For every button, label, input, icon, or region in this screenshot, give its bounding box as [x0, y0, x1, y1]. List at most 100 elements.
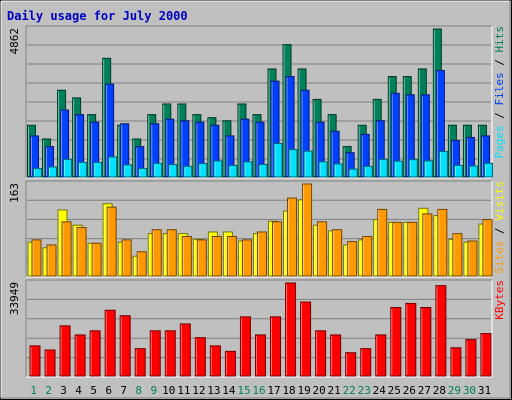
- legend-item-visits: Visits: [493, 181, 506, 221]
- day-label-11: 11: [177, 384, 190, 397]
- day-label-3: 3: [60, 384, 67, 397]
- bar-sites-day-24: [377, 208, 388, 277]
- bar-kbytes-day-11: [179, 323, 191, 377]
- y-max-label-visits: 163: [8, 183, 21, 203]
- day-label-16: 16: [252, 384, 265, 397]
- bar-kbytes-day-9: [149, 330, 161, 377]
- day-label-23: 23: [358, 384, 371, 397]
- day-label-17: 17: [267, 384, 280, 397]
- day-label-30: 30: [463, 384, 476, 397]
- bar-pages-day-23: [363, 165, 373, 178]
- bar-pages-day-24: [378, 158, 388, 178]
- bar-kbytes-day-8: [134, 348, 146, 377]
- bar-sites-day-17: [272, 221, 283, 277]
- bar-kbytes-day-2: [44, 349, 56, 377]
- bar-sites-day-29: [452, 233, 463, 277]
- day-label-8: 8: [135, 384, 142, 397]
- bar-sites-day-1: [31, 239, 42, 277]
- day-label-21: 21: [328, 384, 341, 397]
- day-label-14: 14: [222, 384, 236, 397]
- panel-kbytes: 33949 KBytes: [8, 279, 506, 378]
- bar-pages-day-1: [33, 167, 42, 178]
- bar-pages-day-22: [348, 168, 358, 178]
- bar-sites-day-12: [196, 239, 207, 277]
- bar-sites-day-7: [121, 239, 132, 277]
- bar-pages-day-30: [468, 165, 478, 178]
- day-label-9: 9: [150, 384, 157, 397]
- bar-pages-day-3: [63, 158, 73, 178]
- bar-pages-day-13: [213, 160, 223, 178]
- bar-pages-day-14: [228, 164, 238, 178]
- y-max-label-kbytes: 33949: [8, 282, 21, 315]
- day-label-20: 20: [313, 384, 326, 397]
- bar-sites-day-19: [302, 183, 313, 277]
- bar-pages-day-29: [453, 164, 463, 178]
- bar-pages-day-5: [93, 161, 103, 178]
- bar-sites-day-21: [332, 229, 343, 277]
- bar-sites-day-6: [106, 206, 117, 277]
- bar-sites-day-25: [392, 221, 403, 277]
- bar-kbytes-day-18: [285, 282, 297, 377]
- day-label-28: 28: [433, 384, 446, 397]
- day-label-1: 1: [30, 384, 37, 397]
- bar-kbytes-day-16: [254, 334, 266, 377]
- day-label-10: 10: [162, 384, 175, 397]
- day-label-26: 26: [403, 384, 416, 397]
- bar-pages-day-12: [198, 163, 208, 178]
- bar-pages-day-4: [78, 161, 88, 178]
- bar-kbytes-day-4: [74, 334, 86, 377]
- bar-sites-day-9: [151, 229, 162, 277]
- chart-title: Daily usage for July 2000: [7, 9, 188, 23]
- bar-pages-day-2: [48, 166, 58, 178]
- legend-item-files: Files: [493, 72, 506, 105]
- bar-kbytes-day-27: [420, 307, 432, 377]
- bar-kbytes-day-23: [360, 348, 372, 377]
- day-label-24: 24: [373, 384, 387, 397]
- bar-kbytes-day-15: [239, 316, 251, 377]
- bar-pages-day-18: [288, 149, 298, 178]
- bar-kbytes-day-6: [104, 309, 116, 377]
- bar-sites-day-23: [362, 235, 373, 277]
- bar-pages-day-26: [408, 159, 418, 178]
- legend-item-pages: Pages: [493, 125, 506, 158]
- bar-sites-day-20: [317, 221, 328, 277]
- bar-kbytes-day-20: [315, 330, 327, 377]
- day-label-12: 12: [192, 384, 205, 397]
- bar-sites-day-4: [76, 226, 87, 277]
- bar-kbytes-day-30: [465, 339, 477, 377]
- day-label-2: 2: [45, 384, 52, 397]
- bar-kbytes-day-25: [390, 307, 402, 377]
- bar-pages-day-16: [258, 164, 268, 178]
- legend-item-hits: Hits: [493, 26, 506, 53]
- bar-sites-day-16: [256, 231, 267, 277]
- bar-kbytes-day-10: [164, 330, 176, 377]
- bar-pages-day-20: [318, 161, 328, 178]
- bar-kbytes-day-22: [345, 352, 357, 377]
- day-label-7: 7: [120, 384, 127, 397]
- day-label-6: 6: [105, 384, 112, 397]
- bar-sites-day-28: [437, 208, 448, 277]
- y-max-label-hits: 4862: [8, 28, 21, 55]
- bar-kbytes-day-12: [194, 337, 206, 377]
- bar-sites-day-5: [91, 242, 102, 277]
- bar-pages-day-27: [423, 160, 433, 178]
- bar-pages-day-10: [168, 164, 178, 178]
- bar-kbytes-day-19: [300, 301, 312, 377]
- day-label-25: 25: [388, 384, 401, 397]
- day-label-18: 18: [282, 384, 295, 397]
- day-label-4: 4: [75, 384, 82, 397]
- legend-item-sites: Sites: [493, 241, 506, 274]
- day-label-31: 31: [478, 384, 491, 397]
- bar-pages-day-6: [108, 156, 118, 178]
- legend-hits: Pages / Files / Hits: [493, 26, 506, 159]
- day-label-19: 19: [297, 384, 310, 397]
- bar-kbytes-day-17: [270, 316, 282, 377]
- bar-sites-day-2: [46, 244, 57, 277]
- bar-kbytes-day-14: [224, 350, 236, 377]
- bar-sites-day-3: [61, 221, 72, 277]
- day-label-15: 15: [237, 384, 250, 397]
- bar-kbytes-day-1: [29, 345, 41, 377]
- bar-pages-day-17: [273, 143, 283, 178]
- bar-pages-day-19: [303, 150, 313, 178]
- bar-sites-day-27: [422, 213, 433, 277]
